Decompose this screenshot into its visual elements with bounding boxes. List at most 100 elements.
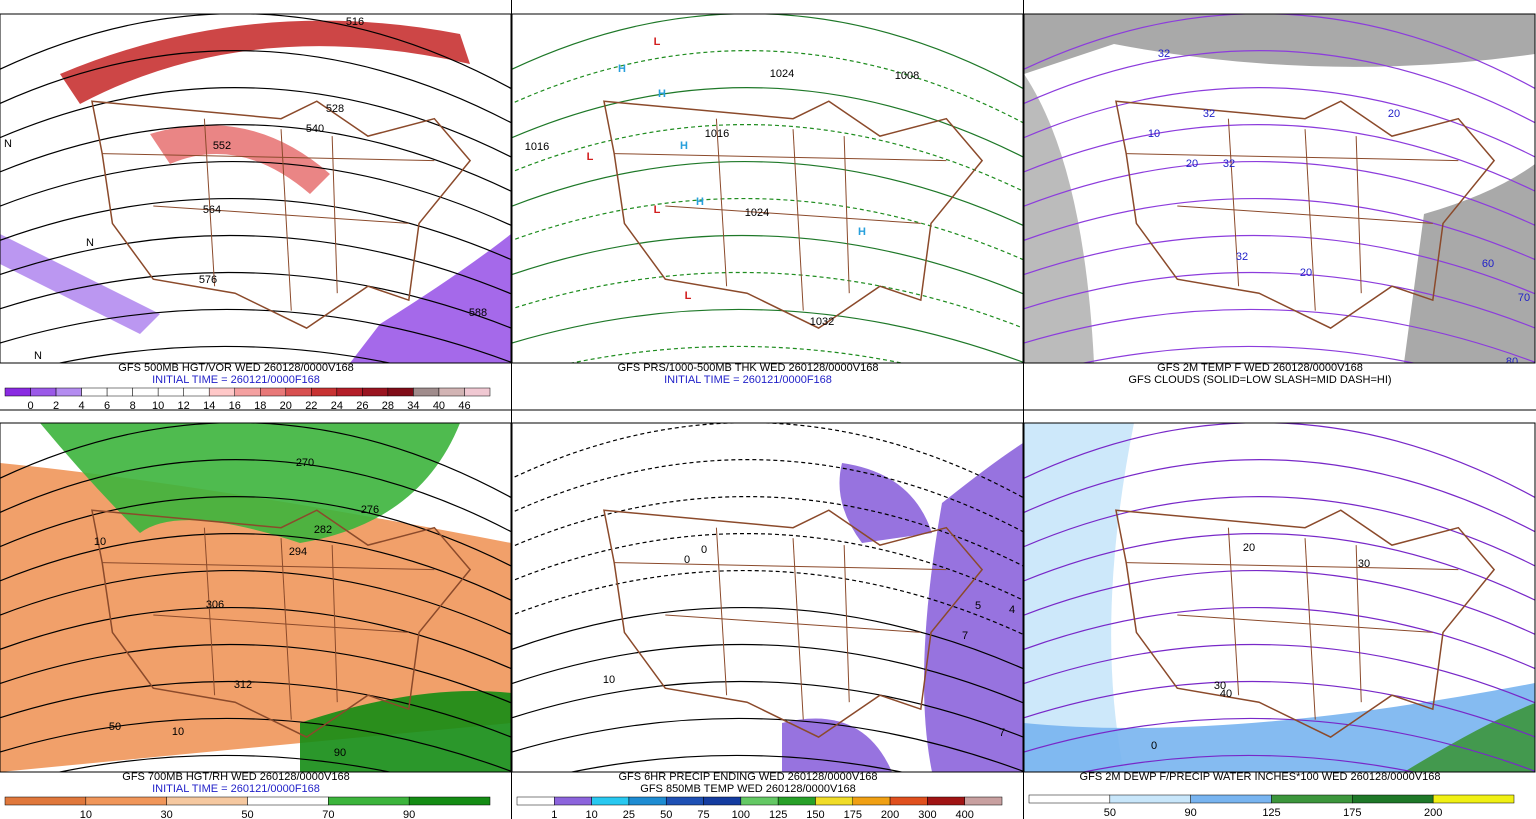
- colorbar-swatch: [55, 387, 82, 397]
- contour-line: [1024, 160, 1535, 227]
- contour-line: [1024, 234, 1535, 295]
- map-label: 32: [1158, 48, 1170, 60]
- colorbar-label: 10: [152, 400, 164, 412]
- contour-line: [1080, 754, 1417, 772]
- contour-line: [1024, 50, 1535, 124]
- colorbar-swatch: [132, 387, 159, 397]
- caption: GFS 2M TEMP F WED 260128/0000V168: [1157, 362, 1363, 374]
- contour-line: [512, 234, 1023, 295]
- map-label: 312: [234, 679, 252, 691]
- colorbar-label: 400: [956, 809, 974, 819]
- colorbar-label: 100: [732, 809, 750, 819]
- state-border: [102, 562, 435, 571]
- shaded-area: [300, 691, 511, 772]
- map-label: L: [587, 151, 594, 163]
- caption: GFS 700MB HGT/RH WED 260128/0000V168: [122, 771, 349, 783]
- colorbar-swatch: [4, 796, 87, 806]
- contour-line: [512, 643, 1023, 704]
- map-label: 80: [1506, 356, 1518, 368]
- state-border: [280, 538, 292, 720]
- state-border: [203, 527, 216, 696]
- map-label: 32: [1203, 108, 1215, 120]
- map-label: 32: [1223, 158, 1235, 170]
- colorbar-swatch: [157, 387, 184, 397]
- contour-line: [0, 606, 511, 670]
- colorbar-label: 12: [178, 400, 190, 412]
- colorbar-swatch: [166, 796, 248, 806]
- contour-line: [0, 234, 511, 295]
- caption: GFS 2M DEWP F/PRECIP WATER INCHES*100 WE…: [1080, 771, 1441, 783]
- contour-line: [0, 123, 511, 192]
- map-label: H: [618, 63, 626, 75]
- map-label: 4: [1009, 604, 1015, 616]
- map-label: 1008: [895, 70, 919, 82]
- colorbar-swatch: [413, 387, 440, 397]
- contour-line: [1024, 87, 1535, 158]
- colorbar-label: 40: [433, 400, 445, 412]
- colorbar-swatch: [362, 387, 389, 397]
- state-border: [1177, 205, 1433, 224]
- colorbar-swatch: [703, 796, 742, 806]
- contour-line: [0, 643, 511, 704]
- colorbar-label: 70: [322, 809, 334, 819]
- colorbar-label: 90: [403, 809, 415, 819]
- caption: INITIAL TIME = 260121/0000F168: [152, 374, 320, 386]
- contour-line: [568, 345, 905, 363]
- colorbar-label: 10: [80, 809, 92, 819]
- state-border: [843, 136, 850, 294]
- colorbar-swatch: [927, 796, 965, 806]
- map-label: 10: [1148, 128, 1160, 140]
- map-label: 282: [314, 524, 332, 536]
- state-border: [843, 545, 850, 703]
- colorbar-swatch: [1271, 794, 1353, 804]
- contour-line: [512, 496, 1023, 567]
- map-panel: 1024 1016 1024 1032 1016 1008 L L L L H H H H H: [511, 13, 1024, 364]
- colorbar-swatch: [4, 387, 31, 397]
- map-label: H: [680, 140, 688, 152]
- map: 270 276 282 294 306 312 10 10 50 90: [0, 423, 511, 772]
- contour-line: [0, 87, 511, 158]
- state-border: [1177, 614, 1433, 633]
- contour-line: [0, 308, 511, 363]
- map-label: 50: [109, 721, 121, 733]
- map-label: 0: [1151, 740, 1157, 752]
- caption: INITIAL TIME = 260121/0000F168: [664, 374, 832, 386]
- state-border: [331, 545, 338, 703]
- colorbar-label: 10: [585, 809, 597, 819]
- map-label: 0: [701, 544, 707, 556]
- colorbar-label: 22: [305, 400, 317, 412]
- colorbar-label: 125: [1262, 807, 1280, 819]
- state-border: [1227, 527, 1240, 696]
- map-label: 1016: [705, 128, 729, 140]
- contour-line: [1024, 496, 1535, 567]
- map-label: 0: [684, 554, 690, 566]
- state-border: [102, 153, 435, 162]
- contour-line: [1024, 271, 1535, 329]
- contour-line: [512, 123, 1023, 192]
- colorbar-swatch: [815, 796, 854, 806]
- map-label: L: [654, 36, 661, 48]
- map-label: 60: [1482, 258, 1494, 270]
- colorbar-swatch: [591, 796, 630, 806]
- colorbar-swatch: [81, 387, 108, 397]
- contour-line: [512, 569, 1023, 636]
- country-border: [1115, 509, 1496, 738]
- map-label: 7: [962, 630, 968, 642]
- map-label: 20: [1388, 108, 1400, 120]
- state-border: [792, 129, 804, 311]
- colorbar-label: 50: [241, 809, 253, 819]
- colorbar-label: 200: [1424, 807, 1442, 819]
- shaded-area: [60, 20, 470, 104]
- state-border: [153, 614, 409, 633]
- map-label: 40: [1220, 688, 1232, 700]
- colorbar-swatch: [1432, 794, 1515, 804]
- country-border: [603, 100, 984, 329]
- state-border: [614, 562, 947, 571]
- colorbar-swatch: [234, 387, 261, 397]
- country-border: [1115, 100, 1496, 329]
- caption: GFS 500MB HGT/VOR WED 260128/0000V168: [118, 362, 353, 374]
- state-border: [1304, 538, 1316, 720]
- map: 1024 1016 1024 1032 1016 1008 L L L L H H H H H: [512, 14, 1023, 363]
